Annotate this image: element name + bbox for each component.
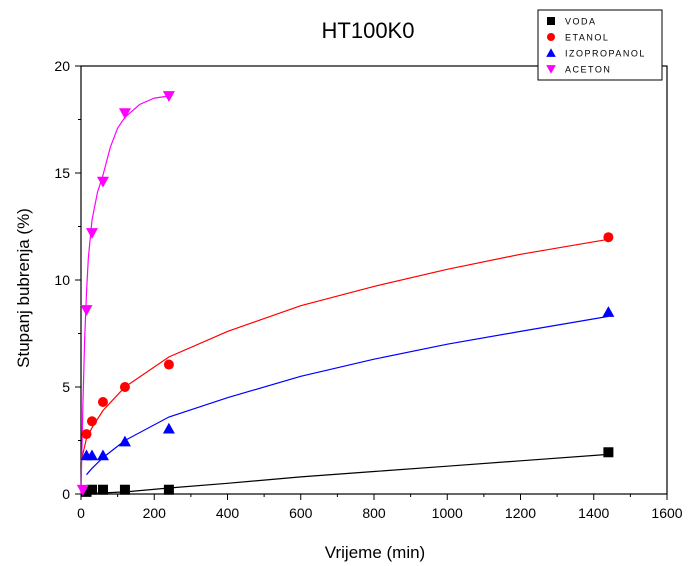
x-tick-label: 1200 <box>505 505 536 521</box>
data-point-aceton <box>118 108 131 120</box>
legend-label: VODA <box>565 17 597 27</box>
y-tick-label: 15 <box>54 165 70 181</box>
y-tick-label: 5 <box>62 379 70 395</box>
fit-line-aceton <box>80 95 169 495</box>
axis-ticks: 0 200 400 600 800 1000 1200 1400 1600 0 5 10 15 20 <box>54 58 682 521</box>
x-tick-label: 0 <box>77 505 85 521</box>
data-point-izopropanol <box>96 449 109 461</box>
data-point-aceton <box>85 228 98 239</box>
x-tick-label: 200 <box>143 505 167 521</box>
data-point-etanol <box>603 232 614 243</box>
data-point-voda <box>86 484 97 495</box>
legend-label: IZOPROPANOL <box>565 49 646 59</box>
legend-marker-voda <box>547 17 555 25</box>
x-tick-label: 1400 <box>578 505 609 521</box>
data-point-izopropanol <box>85 449 98 461</box>
x-tick-label: 1600 <box>651 505 682 521</box>
data-point-aceton <box>96 176 109 188</box>
legend-label: ETANOL <box>565 33 609 43</box>
data-point-aceton <box>76 484 89 496</box>
y-tick-label: 0 <box>62 486 70 502</box>
data-point-voda <box>163 484 174 495</box>
y-tick-label: 10 <box>54 272 70 288</box>
x-tick-label: 1000 <box>432 505 463 521</box>
legend-marker-aceton <box>546 65 556 74</box>
legend-box <box>537 9 663 81</box>
data-point-aceton <box>80 305 93 316</box>
fit-line-voda <box>80 453 609 495</box>
data-point-etanol <box>81 429 92 440</box>
chart-title: HT100K0 <box>322 18 415 43</box>
data-point-voda <box>603 447 614 458</box>
data-point-etanol <box>97 396 108 407</box>
data-point-voda <box>119 484 130 495</box>
data-point-izopropanol <box>118 435 131 447</box>
data-point-izopropanol <box>602 306 615 317</box>
fit-line-etanol <box>80 238 609 463</box>
legend-label: ACETON <box>565 65 611 75</box>
y-tick-label: 20 <box>54 58 70 74</box>
data-point-aceton <box>162 91 175 102</box>
legend: VODA ETANOL IZOPROPANOL ACETON <box>537 9 663 81</box>
x-tick-label: 600 <box>289 505 313 521</box>
legend-marker-izopropanol <box>546 48 556 57</box>
fit-curves <box>80 95 609 495</box>
x-tick-label: 400 <box>216 505 240 521</box>
data-point-izopropanol <box>162 422 175 434</box>
x-axis-label: Vrijeme (min) <box>325 543 425 562</box>
y-axis-label: Stupanj bubrenja (%) <box>14 208 33 368</box>
data-points <box>76 91 615 497</box>
fit-line-izopropanol <box>86 315 609 476</box>
legend-marker-etanol <box>547 33 555 41</box>
data-point-etanol <box>163 359 174 370</box>
data-point-etanol <box>86 416 97 427</box>
x-tick-label: 800 <box>362 505 386 521</box>
data-point-voda <box>97 484 108 495</box>
data-point-etanol <box>119 382 130 392</box>
data-point-voda <box>81 486 92 497</box>
